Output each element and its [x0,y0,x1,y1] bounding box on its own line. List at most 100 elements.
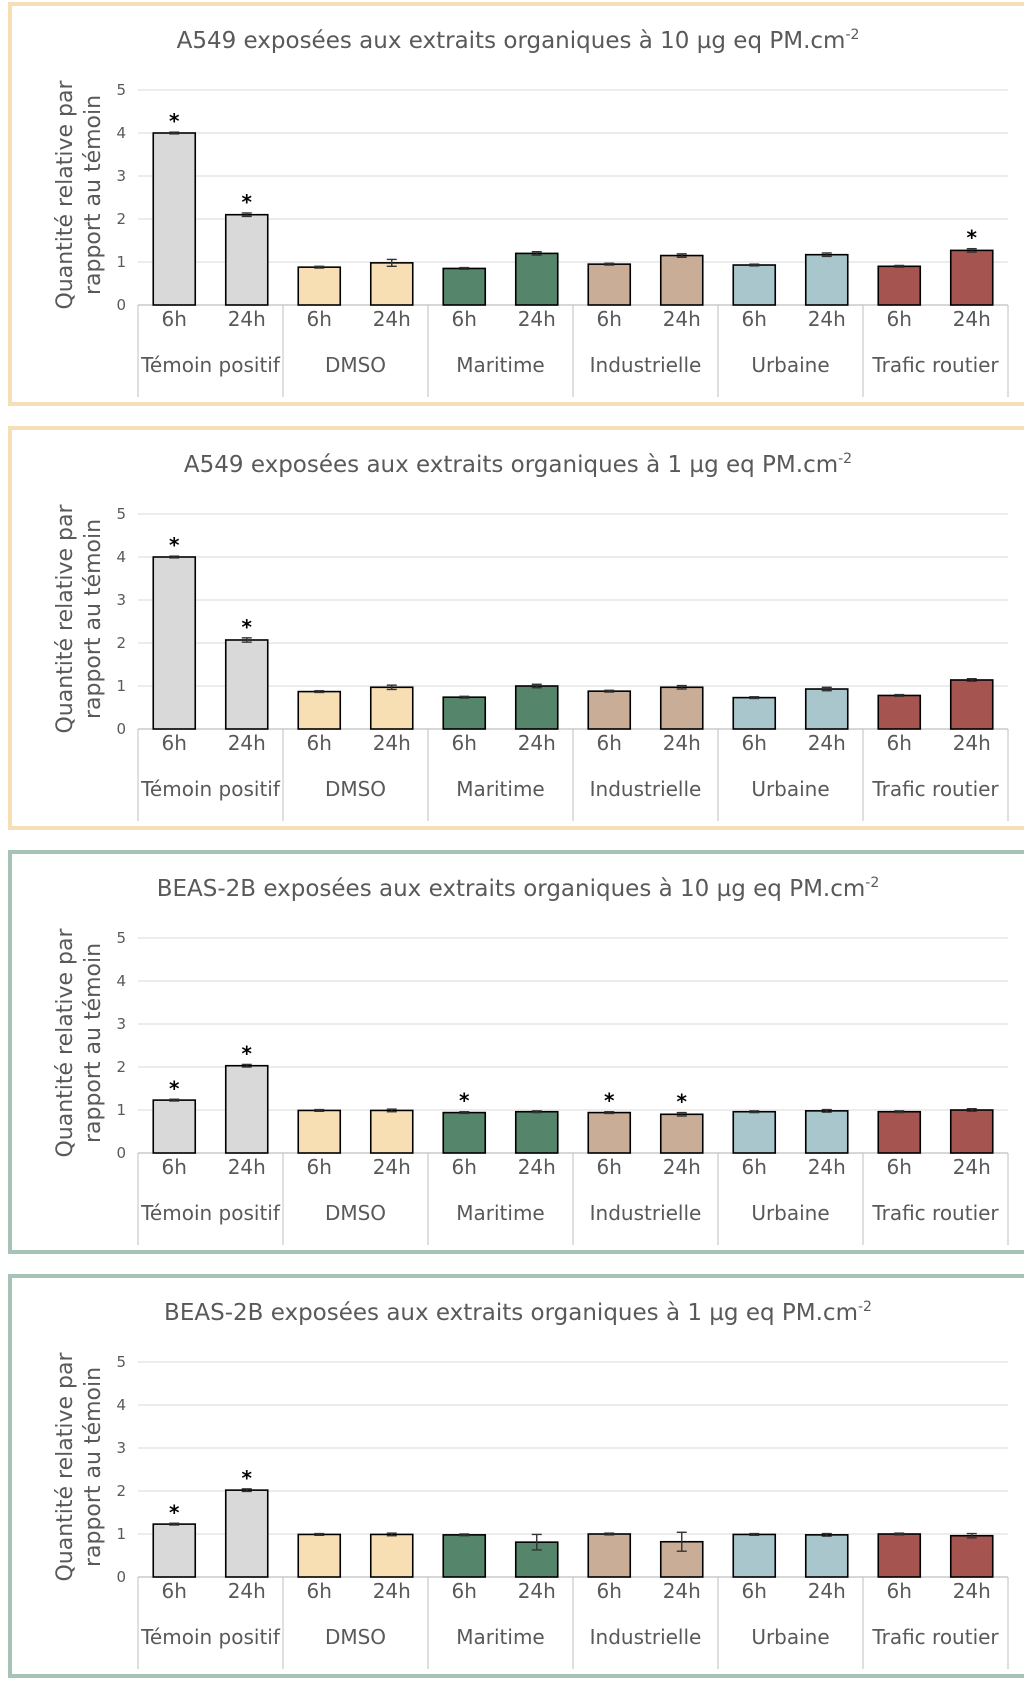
bar [949,1534,994,1578]
bar [587,263,632,306]
x-tick-label: 6h [887,1579,912,1603]
bar [804,688,849,730]
bar [442,1111,487,1154]
bar [587,1111,632,1154]
x-tick-label: 6h [162,731,187,755]
bar [804,1110,849,1154]
chart-a549-1ug: A549 exposées aux extraits organiques à … [8,426,1024,830]
chart-beas2b-1ug: BEAS-2B exposées aux extraits organiques… [8,1274,1024,1678]
group-label: Urbaine [751,1201,829,1225]
bar [297,690,342,730]
bar [732,696,777,730]
y-tick-label: 2 [116,634,126,652]
significance-star: * [169,533,180,557]
significance-star: * [967,226,978,250]
bar [514,1110,559,1154]
x-tick-label: 24h [518,307,556,331]
x-tick-label: 6h [742,1579,767,1603]
x-tick-label: 24h [518,1579,556,1603]
chart-beas2b-10ug: BEAS-2B exposées aux extraits organiques… [8,850,1024,1254]
x-tick-label: 24h [808,1155,846,1179]
x-tick-label: 24h [808,731,846,755]
group-label: Industrielle [590,353,702,377]
bar [369,262,414,306]
x-tick-label: 24h [953,1155,991,1179]
group-label: DMSO [325,777,386,801]
x-tick-label: 24h [953,1579,991,1603]
group-label: Trafic routier [871,1625,999,1649]
y-tick-label: 0 [116,1568,126,1586]
chart-a549-10ug: A549 exposées aux extraits organiques à … [8,2,1024,406]
chart-panel-beas-1: BEAS-2B exposées aux extraits organiques… [8,1274,1024,1680]
bar [442,1534,487,1578]
significance-star: * [169,1500,180,1524]
significance-star: * [169,109,180,133]
bar [224,1489,269,1578]
x-tick-label: 24h [373,1155,411,1179]
y-tick-label: 1 [116,677,126,695]
x-tick-label: 6h [452,1579,477,1603]
group-label: Maritime [456,777,544,801]
significance-star: * [242,615,253,639]
significance-star: * [242,190,253,214]
x-tick-label: 24h [373,731,411,755]
y-tick-label: 3 [116,591,126,609]
x-tick-label: 24h [663,307,701,331]
y-tick-label: 0 [116,1144,126,1162]
x-tick-label: 6h [742,307,767,331]
x-tick-label: 6h [452,307,477,331]
bar [442,696,487,730]
x-tick-label: 24h [953,307,991,331]
y-tick-label: 2 [116,1058,126,1076]
x-tick-label: 6h [452,1155,477,1179]
bar [587,1533,632,1578]
bar [224,1064,269,1154]
group-label: Industrielle [590,1625,702,1649]
chart-frame [8,850,1024,1254]
x-tick-label: 24h [663,731,701,755]
bar [804,253,849,306]
bar [152,132,197,306]
x-tick-label: 6h [307,307,332,331]
bar [514,252,559,306]
y-axis-label: Quantité relative par rapport au témoin [53,928,106,1158]
chart-title: BEAS-2B exposées aux extraits organiques… [157,875,880,902]
bar [152,1099,197,1154]
chart-frame [8,1274,1024,1678]
y-tick-label: 0 [116,296,126,314]
x-tick-label: 24h [373,307,411,331]
bar [732,1533,777,1578]
group-label: Industrielle [590,777,702,801]
y-tick-label: 1 [116,1525,126,1543]
bar [877,1110,922,1154]
group-label: Maritime [456,1625,544,1649]
chart-title: A549 exposées aux extraits organiques à … [184,451,852,478]
x-tick-label: 6h [307,731,332,755]
significance-star: * [242,1041,253,1065]
bar [152,556,197,730]
bar [297,1109,342,1154]
y-tick-label: 0 [116,720,126,738]
x-tick-label: 24h [228,307,266,331]
x-tick-label: 24h [518,1155,556,1179]
bar [804,1534,849,1578]
group-label: Témoin positif [140,777,281,801]
x-tick-label: 6h [162,1155,187,1179]
group-label: Trafic routier [871,777,999,801]
x-tick-label: 24h [663,1155,701,1179]
y-tick-label: 4 [116,124,126,142]
y-tick-label: 5 [116,505,126,523]
group-label: Trafic routier [871,1201,999,1225]
group-label: Maritime [456,353,544,377]
x-tick-label: 6h [452,731,477,755]
x-tick-label: 24h [228,731,266,755]
group-label: Témoin positif [140,1625,281,1649]
significance-star: * [604,1089,615,1113]
group-label: Urbaine [751,353,829,377]
x-tick-label: 6h [162,307,187,331]
bar [224,213,269,306]
x-tick-label: 6h [887,1155,912,1179]
bar [514,685,559,730]
group-label: Urbaine [751,1625,829,1649]
y-tick-label: 1 [116,253,126,271]
